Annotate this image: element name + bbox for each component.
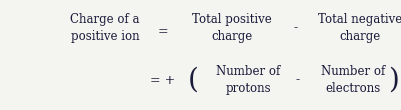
Text: -: - <box>294 21 298 35</box>
Text: Total negative
charge: Total negative charge <box>318 13 401 43</box>
Text: (: ( <box>188 67 198 94</box>
Text: Total positive
charge: Total positive charge <box>192 13 272 43</box>
Text: Charge of a
positive ion: Charge of a positive ion <box>70 13 140 43</box>
Text: Number of
protons: Number of protons <box>216 65 280 95</box>
Text: -: - <box>296 73 300 86</box>
Text: =: = <box>158 26 168 38</box>
Text: ): ) <box>387 67 399 94</box>
Text: Number of
electrons: Number of electrons <box>321 65 385 95</box>
Text: = +: = + <box>150 73 176 86</box>
